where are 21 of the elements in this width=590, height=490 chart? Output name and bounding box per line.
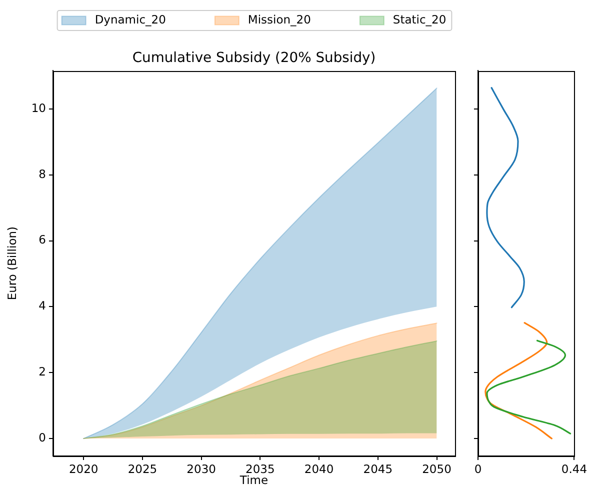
x-tick-label: 2020 <box>68 462 98 476</box>
legend-label: Dynamic_20 <box>94 12 166 26</box>
y-axis-title: Euro (Billion) <box>4 226 19 300</box>
x-tick-label: 2030 <box>186 462 216 476</box>
chart-title: Cumulative Subsidy (20% Subsidy) <box>132 50 376 66</box>
x-tick-label: 2050 <box>422 462 452 476</box>
x-tick-label: 2045 <box>363 462 393 476</box>
x-tick-label: 2040 <box>304 462 334 476</box>
x-tick-label: 0 <box>474 462 482 476</box>
y-tick-label: 6 <box>38 232 46 247</box>
y-tick-label: 10 <box>31 100 46 115</box>
legend-label: Mission_20 <box>248 12 311 26</box>
y-tick-label: 0 <box>38 430 46 445</box>
x-axis-title: Time <box>238 473 268 488</box>
x-tick-label: 0.44 <box>561 462 587 476</box>
y-tick-label: 2 <box>38 364 46 379</box>
legend-label: Static_20 <box>392 12 446 26</box>
y-tick-label: 4 <box>38 298 46 313</box>
y-tick-label: 8 <box>38 166 46 181</box>
x-tick-label: 2025 <box>128 462 158 476</box>
x-tick-label: 2035 <box>246 462 275 476</box>
